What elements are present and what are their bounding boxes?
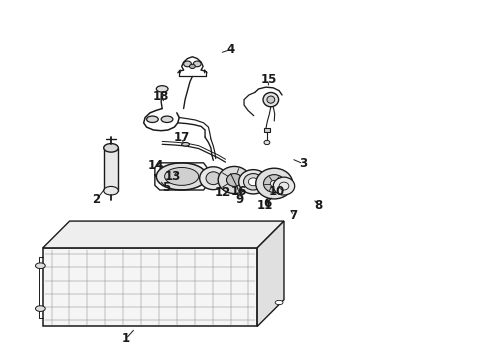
Text: 5: 5	[162, 181, 170, 194]
Text: 18: 18	[153, 90, 170, 103]
Ellipse shape	[190, 64, 196, 68]
Ellipse shape	[256, 168, 293, 199]
Ellipse shape	[104, 144, 118, 152]
Ellipse shape	[263, 93, 279, 107]
Ellipse shape	[264, 140, 270, 145]
Text: 13: 13	[165, 170, 181, 183]
Text: 9: 9	[235, 193, 243, 206]
Ellipse shape	[184, 61, 192, 67]
Ellipse shape	[267, 96, 275, 103]
Text: 7: 7	[290, 209, 298, 222]
Text: 12: 12	[215, 186, 231, 199]
Text: 16: 16	[231, 185, 247, 198]
Ellipse shape	[273, 177, 294, 195]
Ellipse shape	[161, 116, 173, 122]
Ellipse shape	[200, 167, 227, 190]
Text: 10: 10	[269, 185, 285, 198]
Ellipse shape	[275, 300, 283, 305]
Text: 1: 1	[122, 333, 130, 346]
Ellipse shape	[226, 174, 242, 186]
Text: 3: 3	[299, 157, 308, 170]
Ellipse shape	[147, 116, 158, 122]
Ellipse shape	[182, 143, 190, 146]
Ellipse shape	[270, 180, 278, 187]
Ellipse shape	[156, 86, 168, 92]
Ellipse shape	[264, 175, 285, 193]
Ellipse shape	[165, 167, 199, 185]
Ellipse shape	[206, 172, 220, 185]
Ellipse shape	[35, 263, 45, 269]
Ellipse shape	[35, 306, 45, 311]
Ellipse shape	[248, 178, 258, 186]
Text: 15: 15	[260, 73, 276, 86]
Ellipse shape	[104, 186, 118, 195]
Ellipse shape	[156, 163, 207, 190]
Text: 6: 6	[263, 197, 271, 210]
Text: 8: 8	[314, 198, 322, 212]
Text: 11: 11	[256, 198, 272, 212]
Polygon shape	[264, 128, 270, 132]
Ellipse shape	[239, 170, 268, 194]
Ellipse shape	[244, 174, 263, 190]
Text: 4: 4	[226, 43, 235, 56]
Polygon shape	[104, 148, 118, 191]
Text: 2: 2	[92, 193, 100, 206]
Ellipse shape	[218, 166, 250, 194]
Polygon shape	[43, 221, 284, 248]
Text: 17: 17	[173, 131, 190, 144]
Text: 14: 14	[148, 159, 165, 172]
Ellipse shape	[194, 61, 201, 67]
Polygon shape	[43, 248, 257, 327]
Polygon shape	[257, 221, 284, 327]
